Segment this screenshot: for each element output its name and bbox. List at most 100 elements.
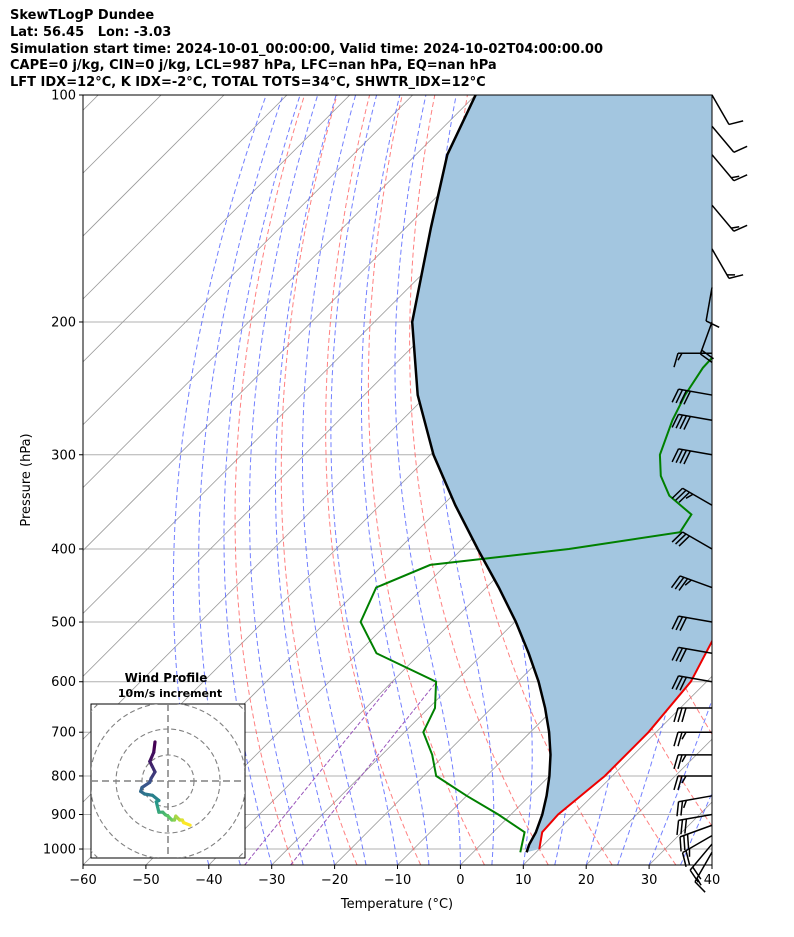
- wind-barb-feather: [685, 850, 691, 865]
- isotherm-line: [397, 549, 712, 865]
- wind-barb: [711, 204, 748, 232]
- wind-barb-feather: [675, 414, 684, 429]
- isotherm-line: [83, 95, 351, 363]
- wind-barb-shaft: [682, 531, 713, 550]
- temperature-line: [538, 639, 712, 850]
- isotherm-line: [83, 95, 539, 552]
- station-title: SkewTLogP Dundee: [10, 8, 155, 23]
- wind-barb-feather: [683, 835, 686, 851]
- y-tick-label: 100: [51, 89, 76, 104]
- wind-barb-feather: [675, 676, 684, 690]
- wind-barb-shaft: [705, 287, 713, 322]
- wind-barb-shaft: [711, 154, 735, 182]
- hodograph-title: Wind Profile: [125, 671, 208, 685]
- y-tick-label: 400: [51, 542, 76, 557]
- wind-barb-feather: [671, 487, 684, 499]
- wind-barb-feather: [689, 869, 699, 883]
- wind-barb-feather: [674, 576, 685, 590]
- wind-barb: [711, 248, 744, 280]
- dewpoint-line: [359, 356, 712, 853]
- wind-barb: [670, 575, 713, 591]
- wind-barb-feather: [675, 449, 684, 463]
- wind-barb-feather: [679, 390, 688, 404]
- isotherm-line: [83, 95, 288, 300]
- wind-barb-feather: [679, 676, 688, 691]
- wind-barb: [676, 813, 713, 835]
- moist-adiabat-line: [680, 792, 712, 865]
- wind-barb-feather: [675, 647, 684, 662]
- wind-barb-feather: [677, 732, 683, 747]
- y-tick-label: 700: [51, 726, 76, 741]
- wind-barb: [673, 775, 712, 791]
- wind-barb: [671, 388, 713, 405]
- wind-barb-feather: [671, 448, 680, 463]
- wind-barb-feather: [675, 533, 687, 545]
- hodograph-plot: [91, 704, 245, 858]
- x-axis-label: Temperature (°C): [340, 897, 453, 912]
- isotherm-line: [775, 95, 794, 865]
- wind-barb: [711, 154, 748, 182]
- wind-barb-feather: [684, 818, 688, 834]
- wind-barb-feather: [671, 647, 680, 661]
- wind-barb-feather: [673, 775, 679, 791]
- mixing-ratio-line: [290, 681, 437, 865]
- y-tick-label: 800: [51, 769, 76, 784]
- mixing-ratio-line: [244, 681, 394, 865]
- wind-barb-feather: [671, 615, 680, 630]
- wind-barb-feather: [733, 174, 748, 182]
- wind-barb-feather: [705, 320, 720, 329]
- x-tick-label: 30: [641, 873, 658, 888]
- wind-barb: [671, 487, 713, 506]
- wind-barb-feather: [699, 353, 713, 364]
- wind-barb-feather: [677, 352, 683, 361]
- wind-barb-feather: [671, 414, 680, 428]
- wind-barb-feather: [696, 877, 702, 886]
- wind-barb-shaft: [694, 851, 713, 883]
- isotherm-line: [711, 864, 712, 865]
- wind-barb-feather: [679, 449, 688, 464]
- x-tick-label: 10: [515, 873, 532, 888]
- wind-barb-feather: [733, 224, 748, 232]
- wind-barb: [676, 795, 713, 817]
- wind-barb: [671, 615, 713, 631]
- y-tick-label: 500: [51, 616, 76, 631]
- x-tick-label: −40: [195, 873, 222, 888]
- x-tick-label: −10: [384, 873, 411, 888]
- wind-barb: [671, 675, 713, 691]
- wind-barb-feather: [681, 707, 687, 723]
- wind-barb-feather: [681, 731, 687, 740]
- wind-barb: [711, 94, 744, 126]
- moist-adiabat-line: [172, 95, 267, 865]
- simulation-times: Simulation start time: 2024-10-01_00:00:…: [10, 41, 603, 57]
- wind-barb: [673, 731, 712, 747]
- wind-barb-feather: [675, 489, 687, 501]
- moist-adiabat-line: [275, 95, 337, 865]
- wind-barb: [673, 707, 712, 723]
- hodograph-trace-segment: [148, 750, 156, 764]
- wind-barb-shaft: [711, 125, 735, 153]
- wind-barb-feather: [673, 754, 679, 770]
- wind-barb-feather: [677, 707, 683, 723]
- x-tick-label: 20: [578, 873, 595, 888]
- x-tick-label: −50: [132, 873, 159, 888]
- wind-barb-feather: [733, 145, 748, 153]
- wind-barb-feather: [673, 732, 679, 747]
- hodograph-subtitle: 10m/s increment: [118, 687, 222, 700]
- wind-barb-feather: [681, 852, 687, 867]
- wind-barb-shaft: [682, 835, 713, 854]
- moist-adiabat-line: [361, 95, 430, 865]
- wind-barb-feather: [683, 416, 692, 430]
- wind-barb: [671, 531, 713, 550]
- wind-barb: [711, 125, 748, 153]
- wind-barb-shaft: [711, 248, 730, 279]
- wind-barb-feather: [680, 819, 684, 835]
- wind-barb-feather: [677, 775, 683, 791]
- moist-adiabat-line: [302, 95, 367, 865]
- y-tick-label: 600: [51, 675, 76, 690]
- y-tick-label: 1000: [43, 843, 76, 858]
- dry-adiabat-line: [728, 95, 794, 865]
- wind-barb-feather: [679, 648, 688, 663]
- wind-barb-shaft: [678, 795, 713, 803]
- wind-barb-feather: [678, 535, 691, 547]
- x-tick-label: 40: [704, 873, 721, 888]
